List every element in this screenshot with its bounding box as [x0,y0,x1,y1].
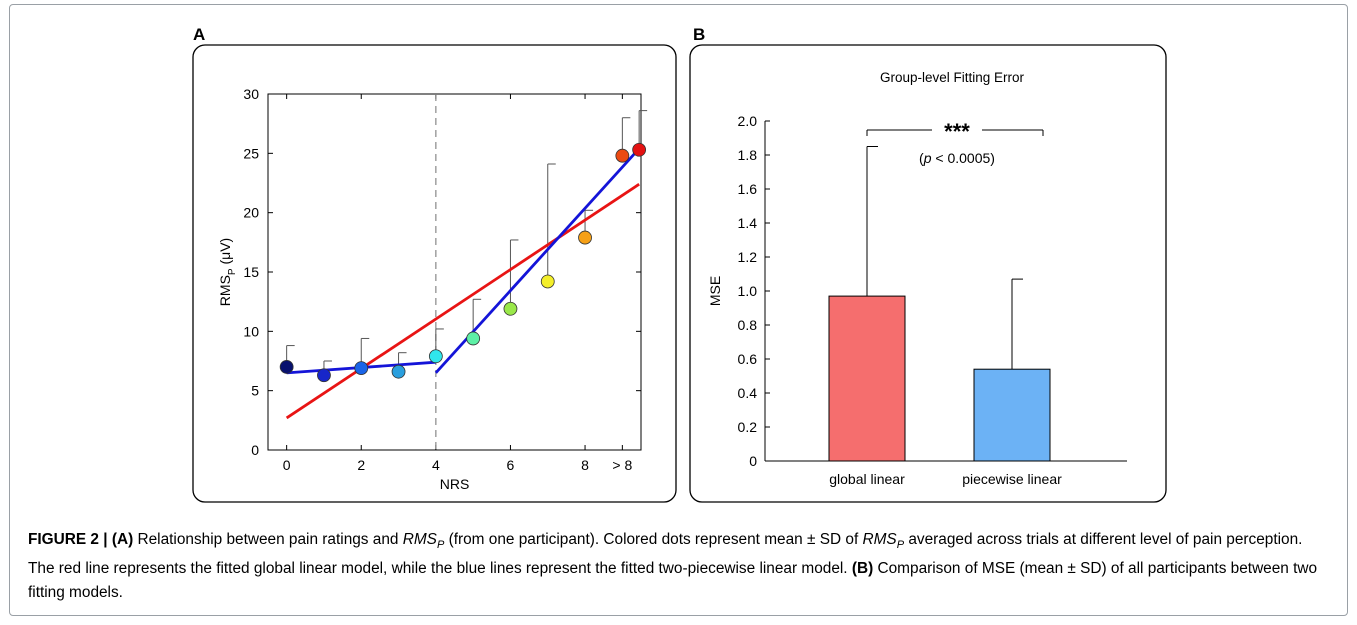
y-axis-label-a-main: RMS [217,275,233,306]
y-tick-label-b: 2.0 [738,113,758,129]
p-label-var: p [923,150,932,166]
y-axis-label-b: MSE [707,276,723,306]
figure-canvas: A 0 5 10 15 20 25 30 0 2 4 6 8 > 8 NRS RMSP (μV) B Gro… [192,25,1167,503]
bar-b [828,295,906,462]
fit-line [285,183,640,420]
y-tick-label-a: 25 [243,145,259,161]
data-point-a [317,368,331,383]
figure-frame [9,4,1348,616]
caption-a-tag: (A) [111,531,134,548]
panel-label-b: B [693,25,705,44]
data-point-a [503,301,518,316]
panel-a-box [192,44,677,503]
y-tick-label-b: 0.2 [738,419,758,435]
data-point-a [354,361,369,376]
data-point-a [391,364,406,379]
x-axis-label-a: NRS [440,476,470,492]
panel-b-box [689,44,1167,503]
chart-title-b: Group-level Fitting Error [880,70,1025,85]
caption-rms-sub-1: P [436,539,445,552]
caption-text-1: Relationship between pain ratings and [133,531,403,548]
caption-rms-sub-2: P [896,539,905,552]
figure-caption: FIGURE 2 | (A) Relationship between pain… [28,528,1328,605]
x-tick-label-a: > 8 [612,457,632,473]
data-point-a [632,142,647,157]
y-tick-label-a: 10 [243,323,259,339]
y-tick-label-b: 0 [749,453,757,469]
y-tick-label-b: 1.6 [738,181,758,197]
y-tick-label-b: 1.4 [738,215,758,231]
y-axis-label-a-sub: P [227,268,238,275]
x-tick-label-a: 8 [581,457,589,473]
x-tick-label-a: 4 [432,457,440,473]
x-tick-label-b: global linear [829,471,905,487]
y-tick-label-b: 1.0 [738,283,758,299]
x-tick-label-a: 0 [283,457,291,473]
panel-a-chart: 0 5 10 15 20 25 30 0 2 4 6 8 > 8 NRS RMSP (μV) [217,86,648,492]
y-tick-label-a: 0 [251,442,259,458]
x-tick-label-b: piecewise linear [962,471,1062,487]
p-label-pre: ( [919,150,924,166]
plot-a-axes-box [267,93,642,451]
data-point-a [578,230,592,245]
caption-rms-1: RMS [402,531,437,548]
y-tick-label-b: 0.4 [738,385,758,401]
panel-b-chart: Group-level Fitting Error 0 0.2 0.4 0.6 0.8 1.… [707,70,1127,487]
panel-label-a: A [193,25,205,44]
data-point-a [615,148,630,163]
p-value-label: (p < 0.0005) [919,150,995,166]
y-tick-label-b: 0.6 [738,351,758,367]
caption-text-4: Comparison of MSE (mean ± SD) of all par… [28,560,1318,602]
caption-rms-2: RMS [862,531,897,548]
y-axis-label-a: RMSP (μV) [217,238,238,306]
y-tick-label-a: 5 [251,383,259,399]
y-tick-label-a: 15 [243,264,259,280]
bar-b [973,368,1051,462]
caption-text-3: averaged across trials at different leve… [28,531,1303,578]
caption-fig-label: FIGURE 2 | [28,531,108,548]
y-tick-label-a: 30 [243,86,259,102]
caption-b-tag: (B) [851,560,874,578]
data-point-a [279,360,294,374]
y-tick-label-a: 20 [243,205,259,221]
y-tick-label-b: 1.2 [738,249,758,265]
y-tick-label-b: 1.8 [738,147,758,163]
x-tick-label-a: 6 [507,457,515,473]
data-point-a [428,349,443,364]
data-point-a [466,331,481,346]
significance-stars: *** [944,119,970,144]
x-tick-label-a: 2 [357,457,365,473]
y-tick-label-b: 0.8 [738,317,758,333]
y-axis-label-a-unit: (μV) [217,238,233,269]
p-label-post: < 0.0005) [932,150,995,166]
data-point-a [540,274,555,289]
caption-text-2: (from one participant). Colored dots rep… [444,531,863,548]
